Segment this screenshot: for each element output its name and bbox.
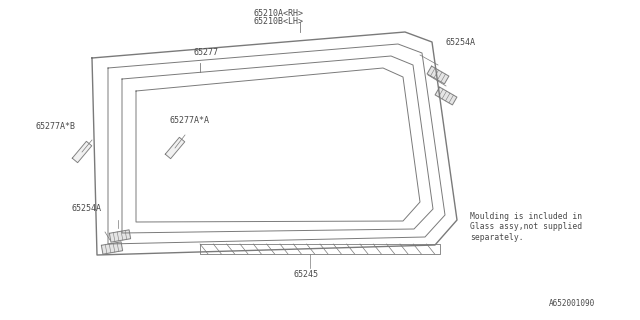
Polygon shape <box>72 141 92 163</box>
Polygon shape <box>427 66 449 84</box>
Polygon shape <box>109 230 131 242</box>
Text: 65277: 65277 <box>193 48 218 57</box>
Polygon shape <box>435 87 457 105</box>
Text: 65210B<LH>: 65210B<LH> <box>253 17 303 26</box>
Text: 65210A<RH>: 65210A<RH> <box>253 9 303 18</box>
Text: 65254A: 65254A <box>72 204 102 213</box>
Text: A652001090: A652001090 <box>548 299 595 308</box>
Text: 65245: 65245 <box>293 270 318 279</box>
Text: 65277A*B: 65277A*B <box>35 122 75 131</box>
Text: 65254A: 65254A <box>445 38 475 47</box>
Text: 65277A*A: 65277A*A <box>170 116 210 125</box>
Text: Moulding is included in
Glass assy,not supplied
separately.: Moulding is included in Glass assy,not s… <box>470 212 582 242</box>
Polygon shape <box>101 242 123 254</box>
Polygon shape <box>165 137 185 159</box>
